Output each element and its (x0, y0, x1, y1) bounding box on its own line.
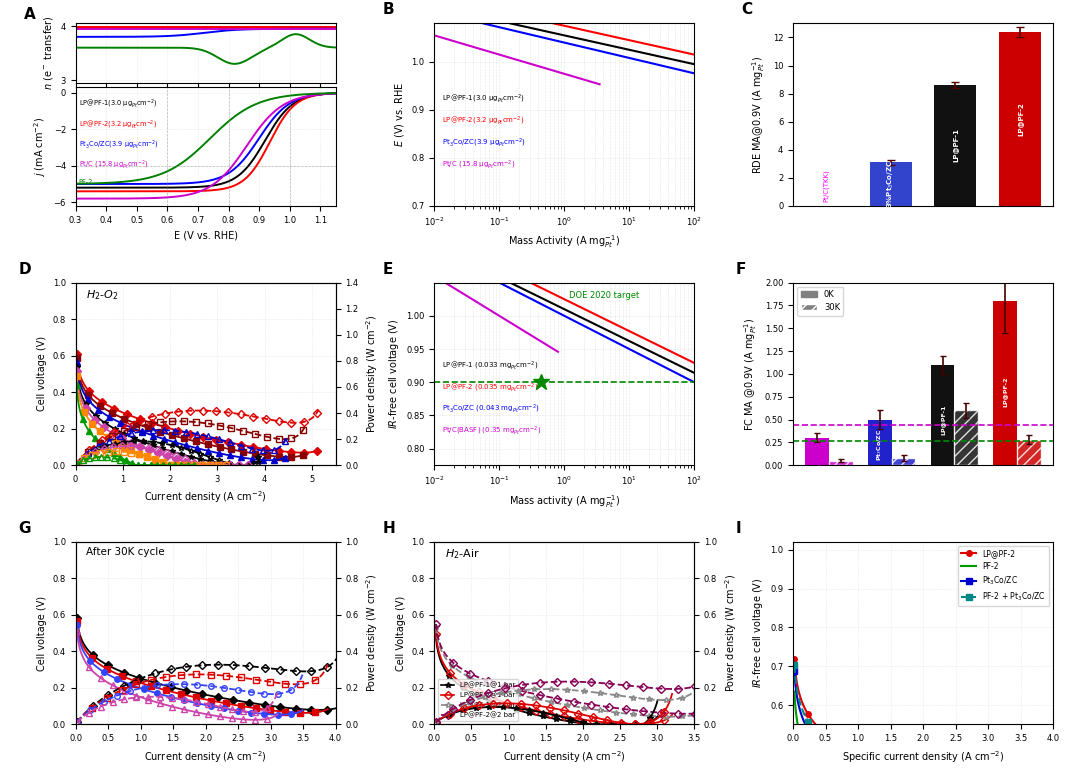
Legend: LP@PF-2, PF-2, Pt$_3$Co/ZC, PF-2 + Pt$_3$Co/ZC: LP@PF-2, PF-2, Pt$_3$Co/ZC, PF-2 + Pt$_3… (958, 546, 1049, 606)
Text: I: I (735, 521, 742, 536)
Text: B: B (382, 2, 394, 17)
Y-axis label: $IR$-free cell voltage (V): $IR$-free cell voltage (V) (751, 578, 765, 689)
Text: Pt/C (15.8 μg$_{Pt}$cm$^{-2}$): Pt/C (15.8 μg$_{Pt}$cm$^{-2}$) (442, 158, 515, 171)
Text: Pt/C
(BASF): Pt/C (BASF) (811, 441, 822, 465)
Text: LP@PF-2(3.2 μg$_{Pt}$cm$^{-2}$): LP@PF-2(3.2 μg$_{Pt}$cm$^{-2}$) (79, 118, 157, 131)
Bar (828, 460, 852, 465)
Legend: 0K, 30K: 0K, 30K (797, 287, 843, 315)
Bar (934, 85, 976, 206)
Text: LP@PF-2 (0.035 mg$_{Pt}$cm$^{-2}$): LP@PF-2 (0.035 mg$_{Pt}$cm$^{-2}$) (442, 381, 539, 393)
Y-axis label: Power density (W cm$^{-2}$): Power density (W cm$^{-2}$) (723, 574, 739, 693)
X-axis label: Specific current density (A cm$^{-2}$): Specific current density (A cm$^{-2}$) (841, 749, 1004, 764)
Text: D: D (18, 262, 31, 277)
Text: After 30K cycle: After 30K cycle (86, 548, 164, 557)
Text: LP@PF-2(3.2 μg$_{Pt}$cm$^{-2}$): LP@PF-2(3.2 μg$_{Pt}$cm$^{-2}$) (442, 115, 525, 127)
Bar (994, 301, 1017, 465)
Y-axis label: Cell Voltage (V): Cell Voltage (V) (395, 596, 406, 671)
Text: E: E (382, 262, 393, 277)
Y-axis label: Power density (W cm$^{-2}$): Power density (W cm$^{-2}$) (364, 574, 380, 693)
Y-axis label: $n$ (e$^-$ transfer): $n$ (e$^-$ transfer) (42, 16, 55, 90)
Bar (955, 411, 978, 465)
Bar (1017, 439, 1041, 465)
Bar (869, 162, 912, 206)
Text: LP@PF-1: LP@PF-1 (940, 405, 945, 435)
X-axis label: Mass Activity (A mg$_{Pt}^{-1}$): Mass Activity (A mg$_{Pt}^{-1}$) (509, 234, 620, 250)
Text: 3%Pt$_3$Co/ZC: 3%Pt$_3$Co/ZC (886, 160, 895, 208)
Y-axis label: Power density (W cm$^{-2}$): Power density (W cm$^{-2}$) (364, 315, 380, 433)
Y-axis label: FC MA @0.9V (A mg$_{Pt}^{-1}$): FC MA @0.9V (A mg$_{Pt}^{-1}$) (742, 317, 759, 431)
Y-axis label: Cell voltage (V): Cell voltage (V) (37, 337, 48, 411)
X-axis label: Current density (A cm$^{-2}$): Current density (A cm$^{-2}$) (145, 489, 267, 506)
Text: LP@PF-1 (0.033 mg$_{Pt}$cm$^{-2}$): LP@PF-1 (0.033 mg$_{Pt}$cm$^{-2}$) (442, 359, 539, 372)
Text: LP@PF-1(3.0 μg$_{Pt}$cm$^{-2}$): LP@PF-1(3.0 μg$_{Pt}$cm$^{-2}$) (442, 93, 525, 105)
Text: Pt$_3$Co/ZC(3.9 μg$_{Pt}$cm$^{-2}$): Pt$_3$Co/ZC(3.9 μg$_{Pt}$cm$^{-2}$) (442, 136, 526, 149)
Text: $H_2$-$O_2$: $H_2$-$O_2$ (86, 288, 119, 302)
Y-axis label: RDE MA@0.9V (A mg$_{Pt}^{-1}$): RDE MA@0.9V (A mg$_{Pt}^{-1}$) (751, 55, 767, 174)
Text: DOE 2020 target: DOE 2020 target (569, 291, 639, 300)
Text: LP@PF-1(3.0 μg$_{Pt}$cm$^{-2}$): LP@PF-1(3.0 μg$_{Pt}$cm$^{-2}$) (79, 98, 157, 111)
Text: Pt/C (15.8 μg$_{Pt}$cm$^{-2}$): Pt/C (15.8 μg$_{Pt}$cm$^{-2}$) (79, 158, 148, 171)
Text: C: C (741, 2, 752, 17)
Y-axis label: $j$ (mA cm$^{-2}$): $j$ (mA cm$^{-2}$) (32, 117, 48, 177)
Text: Pt$_3$Co/ZC(3.9 μg$_{Pt}$cm$^{-2}$): Pt$_3$Co/ZC(3.9 μg$_{Pt}$cm$^{-2}$) (79, 139, 159, 150)
Text: LP@PF-1: LP@PF-1 (953, 129, 958, 163)
Legend: LP@PF-1@1 bar, LP@PF-2@1 bar, LP@PF-1@2 bar, LP@PF-2@2 bar: LP@PF-1@1 bar, LP@PF-2@1 bar, LP@PF-1@2 … (437, 679, 518, 721)
Bar (931, 365, 955, 465)
Text: H: H (382, 521, 395, 536)
Text: Pt$_3$Co/ZC (0.043 mg$_{Pt}$cm$^{-2}$): Pt$_3$Co/ZC (0.043 mg$_{Pt}$cm$^{-2}$) (442, 404, 540, 415)
Text: Pt$_3$Co/ZC: Pt$_3$Co/ZC (875, 428, 885, 461)
Bar (805, 438, 828, 465)
Text: A: A (24, 6, 36, 22)
X-axis label: Current density (A cm$^{-2}$): Current density (A cm$^{-2}$) (503, 749, 625, 764)
Y-axis label: $E$ (V) vs. RHE: $E$ (V) vs. RHE (393, 82, 406, 147)
Bar (999, 32, 1041, 206)
X-axis label: E (V vs. RHE): E (V vs. RHE) (174, 231, 238, 240)
Text: Pt/C(TKK): Pt/C(TKK) (823, 169, 829, 202)
Bar (892, 458, 916, 465)
Y-axis label: $IR$-free cell voltage (V): $IR$-free cell voltage (V) (387, 319, 401, 429)
Text: PF-2: PF-2 (79, 178, 93, 185)
Text: LP@PF-2: LP@PF-2 (1017, 102, 1023, 136)
Text: $H_2$-Air: $H_2$-Air (445, 548, 480, 561)
Y-axis label: Cell voltage (V): Cell voltage (V) (37, 596, 48, 671)
Bar (867, 420, 892, 465)
X-axis label: Current density (A cm$^{-2}$): Current density (A cm$^{-2}$) (145, 749, 267, 764)
Text: G: G (18, 521, 31, 536)
Text: Pt/C(BASF) (0.35 mg$_{Pt}$cm$^{-2}$): Pt/C(BASF) (0.35 mg$_{Pt}$cm$^{-2}$) (442, 425, 541, 437)
Text: F: F (735, 262, 746, 277)
Text: LP@PF-2: LP@PF-2 (1003, 376, 1008, 407)
X-axis label: Mass activity (A mg$_{Pt}^{-1}$): Mass activity (A mg$_{Pt}^{-1}$) (509, 493, 620, 509)
